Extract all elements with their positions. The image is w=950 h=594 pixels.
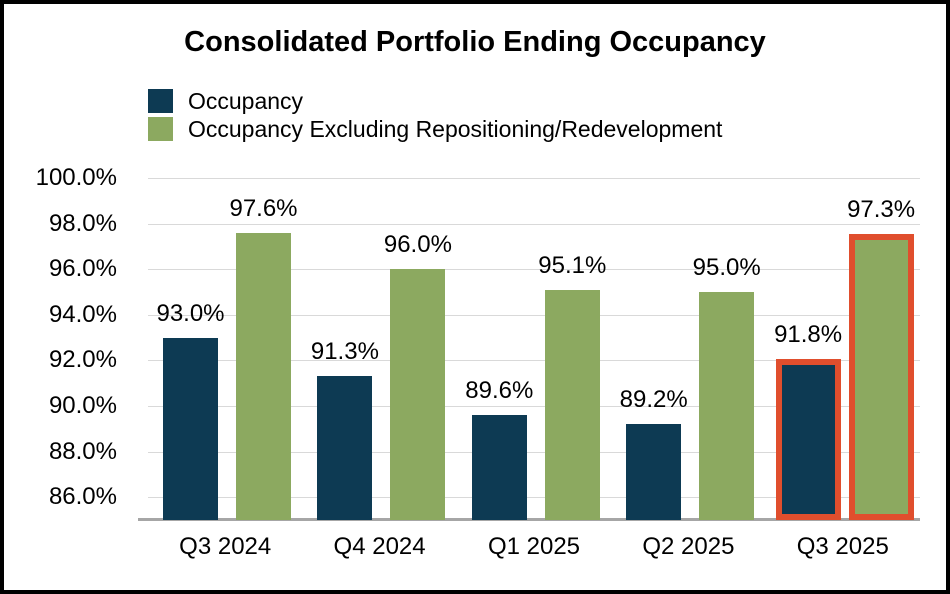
y-tick-label-98: 98.0% [48,209,117,237]
gridline-92 [148,360,920,362]
legend: Occupancy Occupancy Excluding Reposition… [148,87,722,143]
x-axis-label-q3-2025: Q3 2025 [796,533,889,560]
y-tick-label-94: 94.0% [48,300,117,328]
bar-occupancy-q2-2025 [626,424,682,520]
y-tick-label-86: 86.0% [48,483,117,511]
bar-value-label-q3-2024-excluding: 97.6% [229,194,298,222]
legend-item-occupancy: Occupancy [148,87,722,115]
bar-occupancy-excluding-q4-2024 [390,269,446,520]
bar-occupancy-excluding-q1-2025 [544,289,600,520]
y-tick-label-90: 90.0% [48,392,117,419]
bar-value-label-q2-2025-occupancy: 89.2% [619,386,688,414]
x-axis-label-q1-2025: Q1 2025 [487,533,581,560]
chart-title: Consolidated Portfolio Ending Occupancy [184,26,766,58]
bar-value-label-q3-2025-occupancy: 91.8% [774,321,843,348]
bar-occupancy-q3-2024 [163,337,218,520]
gridline-88 [148,451,920,453]
legend-label-occupancy-excluding: Occupancy Excluding Repositioning/Redeve… [188,115,723,142]
x-axis-line [138,518,920,521]
bar-occupancy-excluding-q3-2025 [848,233,914,520]
x-axis-label-q3-2024: Q3 2024 [179,533,272,560]
bar-value-label-q3-2024-occupancy: 93.0% [156,299,225,327]
y-tick-label-96: 96.0% [48,255,117,283]
x-axis-label-q4-2024: Q4 2024 [333,533,426,560]
bar-value-label-q2-2025-excluding: 95.0% [692,254,761,281]
gridline-100 [148,178,920,179]
gridline-86 [148,497,920,499]
bar-occupancy-q3-2025 [775,359,841,520]
legend-item-occupancy-excluding: Occupancy Excluding Repositioning/Redeve… [148,115,722,143]
bar-value-label-q1-2025-occupancy: 89.6% [465,377,534,405]
gridline-90 [148,406,920,407]
gridline-98 [148,223,920,225]
bar-occupancy-excluding-q2-2025 [699,292,755,520]
legend-swatch-occupancy-excluding [148,117,173,141]
x-axis-label-q2-2025: Q2 2025 [642,533,735,560]
gridline-94 [148,314,920,316]
bar-value-label-q4-2024-excluding: 96.0% [383,231,452,259]
legend-label-occupancy: Occupancy [188,87,304,114]
bar-occupancy-q4-2024 [317,376,373,520]
bar-value-label-q4-2024-occupancy: 91.3% [310,338,379,366]
bar-value-label-q3-2025-excluding: 97.3% [847,195,916,223]
bar-occupancy-excluding-q3-2024 [236,232,291,520]
plot-area: 93.0% 91.3% 89.6% 89.2% 91.8% 97.6% 96.0% 95.1%… [138,178,920,521]
y-tick-label-92: 92.0% [48,346,117,374]
gridline-96 [148,269,920,271]
y-tick-label-88: 88.0% [48,437,117,465]
bar-occupancy-q1-2025 [471,415,527,520]
bar-value-label-q1-2025-excluding: 95.1% [538,251,607,279]
legend-swatch-occupancy [148,89,173,113]
y-tick-label-100: 100.0% [35,164,117,191]
